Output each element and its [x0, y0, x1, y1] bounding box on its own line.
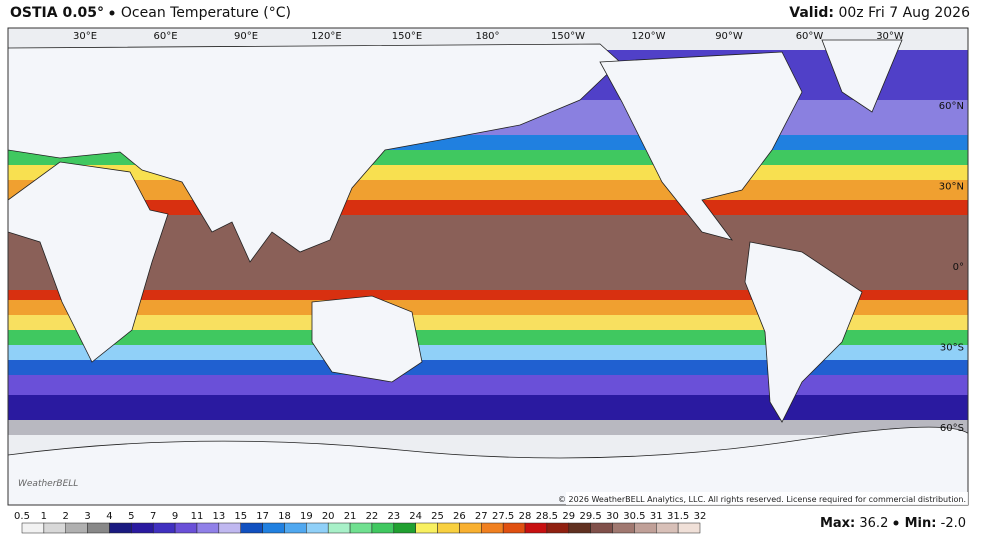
- valid-time: 00z Fri 7 Aug 2026: [838, 5, 970, 21]
- lon-label: 120°E: [311, 31, 341, 42]
- legend-swatch: [612, 522, 635, 534]
- legend-label: 0.5: [14, 511, 30, 522]
- legend-swatch: [459, 522, 482, 534]
- legend-swatch: [65, 522, 88, 534]
- legend-label: 29.5: [580, 511, 602, 522]
- copyright: © 2026 WeatherBELL Analytics, LLC. All r…: [558, 495, 966, 504]
- lon-label: 90°E: [234, 31, 258, 42]
- legend-swatch: [524, 522, 548, 534]
- stats: Max: 36.2 Min: -2.0: [820, 516, 966, 531]
- legend-label: 26: [453, 511, 466, 522]
- legend-label: 25: [431, 511, 444, 522]
- legend-label: 30: [606, 511, 619, 522]
- legend-swatch: [393, 522, 416, 534]
- lon-label: 30°W: [876, 31, 904, 42]
- legend-swatch: [262, 522, 285, 534]
- legend-label: 7: [150, 511, 156, 522]
- legend-label: 15: [234, 511, 247, 522]
- legend-label: 28: [519, 511, 532, 522]
- legend-swatch: [437, 522, 460, 534]
- legend-label: 19: [300, 511, 313, 522]
- legend-swatch: [306, 522, 329, 534]
- legend-swatch: [502, 522, 526, 534]
- max-label: Max:: [819, 516, 856, 531]
- legend-label: 2: [63, 511, 69, 522]
- legend-swatch: [152, 522, 176, 534]
- legend-swatch: [634, 522, 657, 534]
- lon-label: 60°W: [796, 31, 824, 42]
- separator: [893, 520, 899, 526]
- legend-label: 4: [106, 511, 112, 522]
- legend-swatch: [87, 522, 110, 534]
- legend-swatch: [21, 522, 45, 534]
- legend-swatch: [568, 522, 591, 534]
- legend-swatch: [349, 522, 373, 534]
- legend-label: 28.5: [536, 511, 558, 522]
- min-value: -2.0: [940, 516, 966, 531]
- logo: WeatherBELL: [18, 479, 78, 489]
- legend-swatch: [43, 522, 66, 534]
- lon-label: 150°E: [392, 31, 422, 42]
- legend-label: 5: [128, 511, 134, 522]
- legend-label: 24: [409, 511, 422, 522]
- legend-label: 23: [387, 511, 400, 522]
- legend-swatch: [240, 522, 263, 534]
- legend-label: 18: [278, 511, 291, 522]
- legend-label: 17: [256, 511, 269, 522]
- field: Ocean Temperature (°C): [120, 5, 291, 21]
- legend-label: 22: [366, 511, 379, 522]
- legend-label: 9: [172, 511, 178, 522]
- min-label: Min:: [904, 516, 937, 531]
- legend-swatch: [131, 522, 154, 534]
- legend-label: 31: [650, 511, 663, 522]
- legend-swatch: [677, 522, 701, 534]
- separator: [109, 10, 115, 16]
- legend-swatch: [196, 522, 220, 534]
- legend-swatch: [590, 522, 613, 534]
- lat-label: 0°: [953, 262, 964, 273]
- legend-label: 13: [212, 511, 225, 522]
- valid: Valid: 00z Fri 7 Aug 2026: [789, 5, 970, 21]
- legend-swatch: [218, 522, 241, 534]
- legend-label: 29: [562, 511, 575, 522]
- lat-label: 60°S: [940, 423, 964, 434]
- legend-label: 21: [344, 511, 357, 522]
- legend-swatch: [415, 522, 438, 534]
- legend-swatch: [371, 522, 395, 534]
- legend-label: 11: [191, 511, 204, 522]
- legend-label: 1: [41, 511, 47, 522]
- legend-label: 27: [475, 511, 488, 522]
- lat-label: 30°S: [940, 343, 964, 354]
- legend-swatch: [327, 522, 351, 534]
- lon-label: 180°: [475, 31, 499, 42]
- legend-swatch: [481, 522, 504, 534]
- lon-label: 120°W: [632, 31, 666, 42]
- legend-swatch: [284, 522, 307, 534]
- legend-label: 30.5: [623, 511, 645, 522]
- product: OSTIA 0.05°: [10, 5, 104, 21]
- legend-label: 3: [84, 511, 90, 522]
- max-value: 36.2: [859, 516, 889, 531]
- legend-label: 27.5: [492, 511, 514, 522]
- legend-swatch: [546, 522, 570, 534]
- sst-field: [8, 28, 968, 505]
- legend-swatch: [174, 522, 198, 534]
- title: OSTIA 0.05° Ocean Temperature (°C): [10, 5, 291, 21]
- legend-label: 20: [322, 511, 335, 522]
- legend-swatch: [656, 522, 679, 534]
- lon-label: 30°E: [73, 31, 97, 42]
- valid-label: Valid:: [789, 5, 835, 21]
- lon-label: 90°W: [715, 31, 743, 42]
- lat-label: 30°N: [939, 182, 964, 193]
- legend-label: 31.5: [667, 511, 689, 522]
- lon-label: 60°E: [153, 31, 177, 42]
- lon-label: 150°W: [551, 31, 585, 42]
- lat-label: 60°N: [939, 101, 964, 112]
- legend-label: 32: [694, 511, 707, 522]
- legend-swatch: [109, 522, 132, 534]
